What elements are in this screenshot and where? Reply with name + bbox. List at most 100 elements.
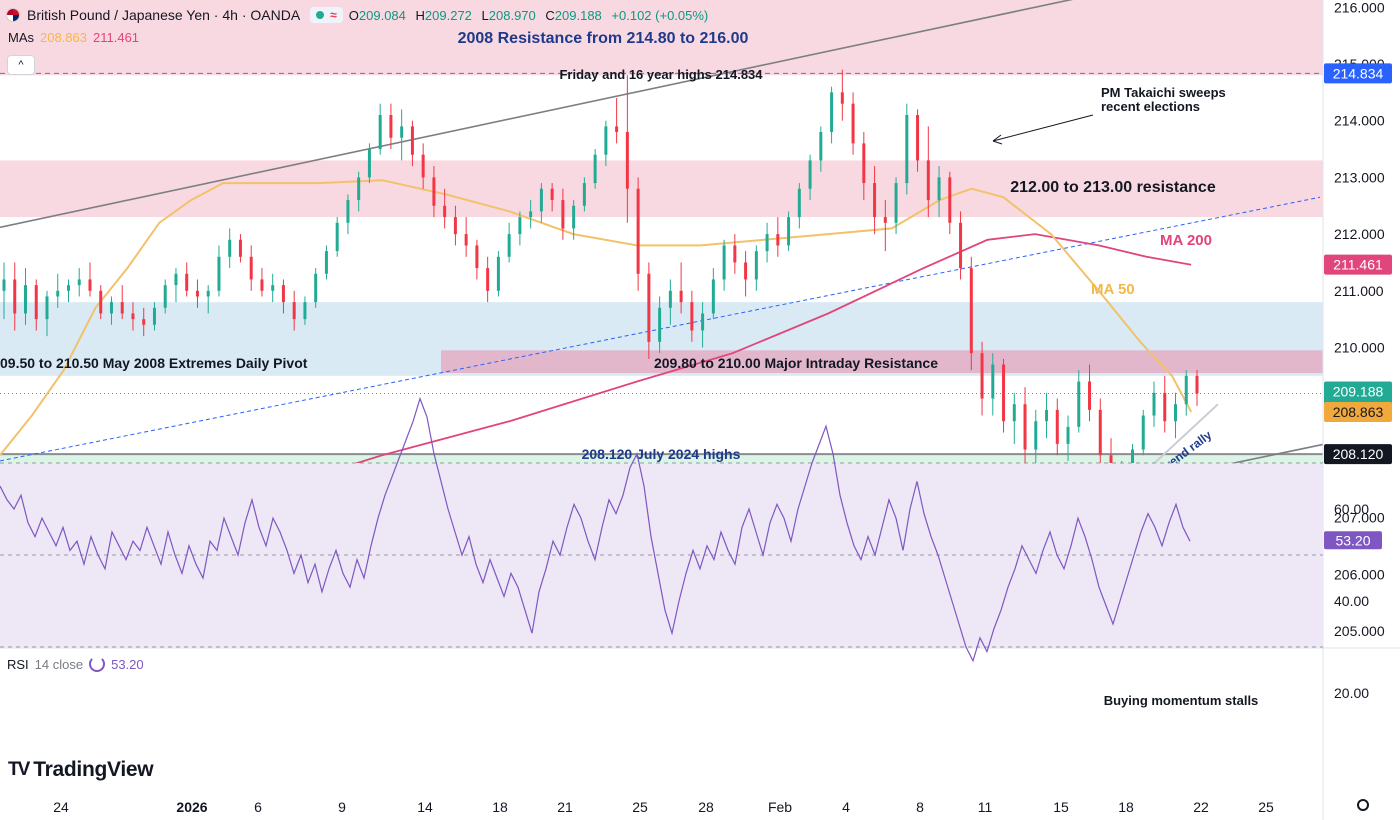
candle[interactable]	[765, 222, 769, 263]
candle[interactable]	[206, 285, 210, 314]
candle[interactable]	[1184, 370, 1188, 416]
candle[interactable]	[851, 92, 855, 155]
candle[interactable]	[421, 143, 425, 189]
ma-legend[interactable]: MAs 208.863 211.461	[8, 30, 139, 45]
candle[interactable]	[1098, 398, 1102, 467]
candle[interactable]	[88, 262, 92, 297]
candle[interactable]	[604, 120, 608, 167]
candle[interactable]	[754, 245, 758, 291]
candle[interactable]	[66, 279, 70, 303]
candle[interactable]	[690, 290, 694, 342]
candle[interactable]	[636, 177, 640, 291]
candle[interactable]	[894, 177, 898, 235]
candle[interactable]	[615, 98, 619, 144]
candle[interactable]	[357, 171, 361, 212]
candle[interactable]	[1002, 358, 1006, 433]
candle[interactable]	[959, 211, 963, 280]
candle[interactable]	[99, 285, 103, 320]
candle[interactable]	[883, 200, 887, 252]
candle[interactable]	[120, 285, 124, 320]
candle[interactable]	[1141, 409, 1145, 456]
candle[interactable]	[787, 211, 791, 252]
candle[interactable]	[486, 256, 490, 303]
candle[interactable]	[217, 245, 221, 297]
candle[interactable]	[529, 200, 533, 229]
candle[interactable]	[453, 205, 457, 246]
candle[interactable]	[1195, 370, 1199, 406]
status-pill[interactable]: ≈	[310, 7, 343, 23]
candle[interactable]	[980, 341, 984, 416]
candle[interactable]	[56, 273, 60, 308]
candle[interactable]	[1174, 392, 1178, 439]
settings-gear-icon[interactable]	[1357, 799, 1369, 811]
collapse-chevron-icon[interactable]: ^	[7, 55, 35, 75]
candle[interactable]	[13, 262, 17, 331]
candle[interactable]	[937, 166, 941, 218]
candle[interactable]	[1152, 381, 1156, 427]
candle[interactable]	[378, 103, 382, 155]
candle[interactable]	[195, 279, 199, 308]
candle[interactable]	[23, 268, 27, 325]
candle[interactable]	[281, 279, 285, 314]
candle[interactable]	[443, 188, 447, 229]
candle[interactable]	[991, 353, 995, 416]
candle[interactable]	[561, 188, 565, 240]
candle[interactable]	[432, 166, 436, 218]
candle[interactable]	[163, 279, 167, 314]
candle[interactable]	[400, 109, 404, 161]
candle[interactable]	[152, 302, 156, 331]
rsi-legend[interactable]: RSI 14 close 53.20	[7, 656, 144, 672]
candle[interactable]	[518, 211, 522, 246]
candle[interactable]	[582, 177, 586, 212]
candle[interactable]	[873, 166, 877, 235]
candle[interactable]	[776, 217, 780, 257]
candle[interactable]	[916, 109, 920, 172]
candle[interactable]	[109, 296, 113, 325]
candle[interactable]	[926, 126, 930, 218]
candle[interactable]	[1066, 415, 1070, 461]
candle[interactable]	[1163, 375, 1167, 433]
candle[interactable]	[679, 262, 683, 314]
candle[interactable]	[77, 268, 81, 297]
candle[interactable]	[314, 268, 318, 308]
candle[interactable]	[389, 103, 393, 150]
candle[interactable]	[840, 69, 844, 121]
candle[interactable]	[808, 154, 812, 201]
candle[interactable]	[142, 307, 146, 337]
candle[interactable]	[572, 200, 576, 240]
candle[interactable]	[131, 302, 135, 331]
candle[interactable]	[539, 183, 543, 223]
candle[interactable]	[744, 251, 748, 297]
candle[interactable]	[830, 86, 834, 144]
candle[interactable]	[303, 296, 307, 325]
candle[interactable]	[464, 217, 468, 257]
symbol-title[interactable]: British Pound / Japanese Yen · 4h · OAND…	[27, 7, 301, 23]
candle[interactable]	[1088, 364, 1092, 422]
candle[interactable]	[335, 217, 339, 257]
candle[interactable]	[1012, 392, 1016, 444]
candle[interactable]	[797, 183, 801, 229]
cycle-icon[interactable]	[89, 656, 106, 672]
candle[interactable]	[668, 279, 672, 325]
candle[interactable]	[1023, 387, 1027, 467]
candle[interactable]	[593, 149, 597, 189]
candle[interactable]	[2, 262, 6, 320]
candle[interactable]	[507, 222, 511, 263]
candle[interactable]	[969, 256, 973, 371]
candle[interactable]	[722, 239, 726, 291]
candle[interactable]	[45, 290, 49, 337]
candle[interactable]	[647, 262, 651, 359]
candle[interactable]	[34, 279, 38, 331]
candle[interactable]	[862, 132, 866, 201]
candle[interactable]	[625, 75, 629, 223]
tradingview-logo[interactable]: TV TradingView	[8, 758, 154, 782]
candle[interactable]	[1034, 409, 1038, 473]
candle[interactable]	[496, 251, 500, 297]
candle[interactable]	[819, 126, 823, 172]
candle[interactable]	[260, 268, 264, 297]
candle[interactable]	[1055, 398, 1059, 456]
candle[interactable]	[948, 171, 952, 235]
candle[interactable]	[550, 183, 554, 212]
candle[interactable]	[346, 194, 350, 235]
